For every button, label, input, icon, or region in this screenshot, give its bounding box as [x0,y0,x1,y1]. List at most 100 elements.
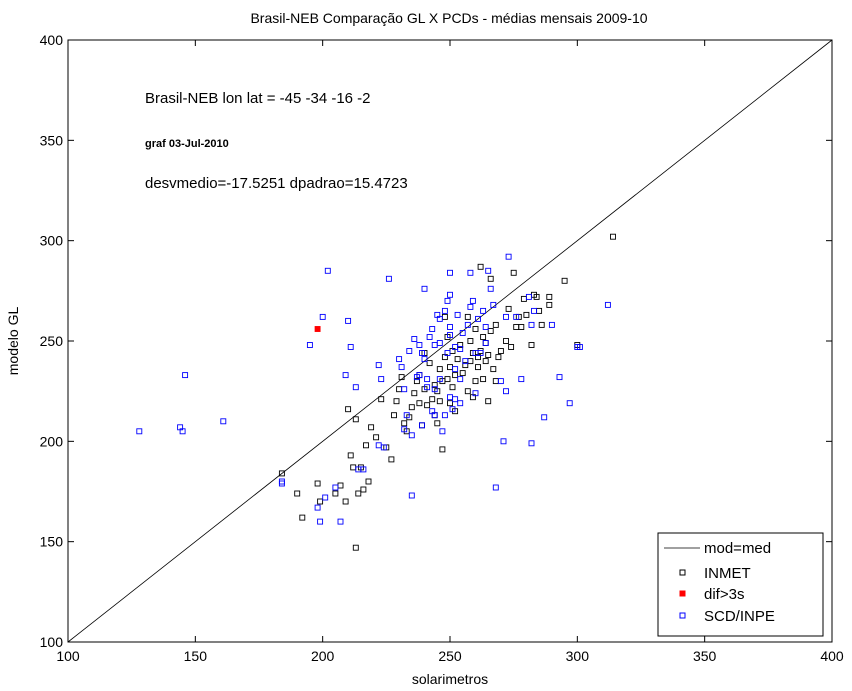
y-tick-label: 400 [40,32,64,48]
point-scd-inpe [503,313,509,320]
point-inmet [391,412,397,419]
reference-line [67,39,833,643]
point-scd-inpe [490,301,497,308]
point-scd-inpe [424,384,431,391]
point-scd-inpe [452,366,459,373]
point-scd-inpe [467,269,474,276]
point-inmet [528,342,535,348]
point-scd-inpe [352,384,359,391]
point-inmet [482,358,489,365]
point-inmet [360,486,367,493]
point-inmet [449,384,456,391]
point-scd-inpe [447,269,453,276]
point-scd-inpe [385,275,392,282]
point-scd-inpe [475,315,481,322]
point-inmet [610,233,616,240]
point-scd-inpe [566,400,573,407]
point-dif-3s [314,326,321,332]
point-inmet [485,352,492,358]
y-tick-label: 350 [40,132,64,148]
point-scd-inpe [576,344,583,350]
legend-label-inmet: INMET [704,565,751,582]
point-scd-inpe [528,440,535,447]
point-inmet [434,420,441,427]
point-scd-inpe [431,386,438,393]
point-inmet [368,424,375,431]
point-inmet [492,321,499,328]
point-scd-inpe [487,285,494,292]
y-tick-label: 300 [40,233,64,249]
point-scd-inpe [518,376,525,383]
point-scd-inpe [401,386,408,393]
point-scd-inpe [380,444,387,451]
point-scd-inpe [419,422,425,429]
point-inmet [431,382,438,389]
point-inmet [523,311,530,318]
point-scd-inpe [411,336,418,342]
point-scd-inpe [482,324,489,330]
point-scd-inpe [482,340,489,346]
point-inmet [363,442,369,449]
point-scd-inpe [396,356,403,363]
y-tick-label: 150 [40,534,64,550]
point-scd-inpe [406,348,413,354]
point-inmet [472,378,479,385]
point-scd-inpe [419,350,425,356]
point-inmet [365,478,372,485]
x-axis-label: solarimetros [412,671,488,687]
point-scd-inpe [431,412,438,419]
point-inmet [495,354,502,361]
point-scd-inpe [421,285,428,292]
point-inmet [490,366,497,373]
point-scd-inpe [525,293,532,300]
point-inmet [459,370,466,377]
point-scd-inpe [436,376,443,383]
point-inmet [561,277,568,284]
point-inmet [480,376,487,383]
x-tick-label: 350 [693,648,717,664]
legend-box [657,532,824,637]
point-inmet [294,490,301,497]
x-tick-label: 400 [820,648,844,664]
point-scd-inpe [444,297,451,304]
point-inmet [352,544,359,551]
point-inmet [510,269,517,276]
point-inmet [416,400,423,407]
point-scd-inpe [401,426,408,433]
y-axis: 100 150 200 250 300 350 400 [40,32,832,650]
point-scd-inpe [441,307,448,314]
y-tick-label: 200 [40,433,64,449]
point-inmet [518,324,525,330]
annotation-date: graf 03-Jul-2010 [145,138,229,150]
point-scd-inpe [531,307,537,314]
point-inmet [345,406,352,413]
point-scd-inpe [439,428,446,435]
y-axis-label: modelo GL [5,307,21,376]
point-inmet [475,364,481,371]
point-inmet [464,388,471,395]
legend-label-scd: SCD/INPE [704,608,775,625]
point-scd-inpe [179,428,186,435]
point-scd-inpe [306,342,313,348]
point-inmet [477,263,484,270]
point-inmet [444,376,451,383]
point-scd-inpe [464,321,471,328]
point-scd-inpe [426,334,433,340]
legend-swatch-dif [679,590,686,597]
point-inmet [429,396,436,403]
point-inmet [464,313,471,320]
point-scd-inpe [459,330,466,336]
legend-label-ref: mod=med [704,540,771,557]
point-scd-inpe [503,388,509,395]
point-scd-inpe [485,267,492,274]
point-scd-inpe [462,358,469,365]
point-inmet [497,348,504,354]
point-inmet [487,275,494,282]
point-inmet [439,446,446,453]
point-scd-inpe [469,297,476,304]
point-inmet [355,490,362,497]
point-inmet [454,356,461,363]
point-inmet [352,416,359,423]
point-scd-inpe [322,494,329,501]
point-scd-inpe [324,267,331,274]
